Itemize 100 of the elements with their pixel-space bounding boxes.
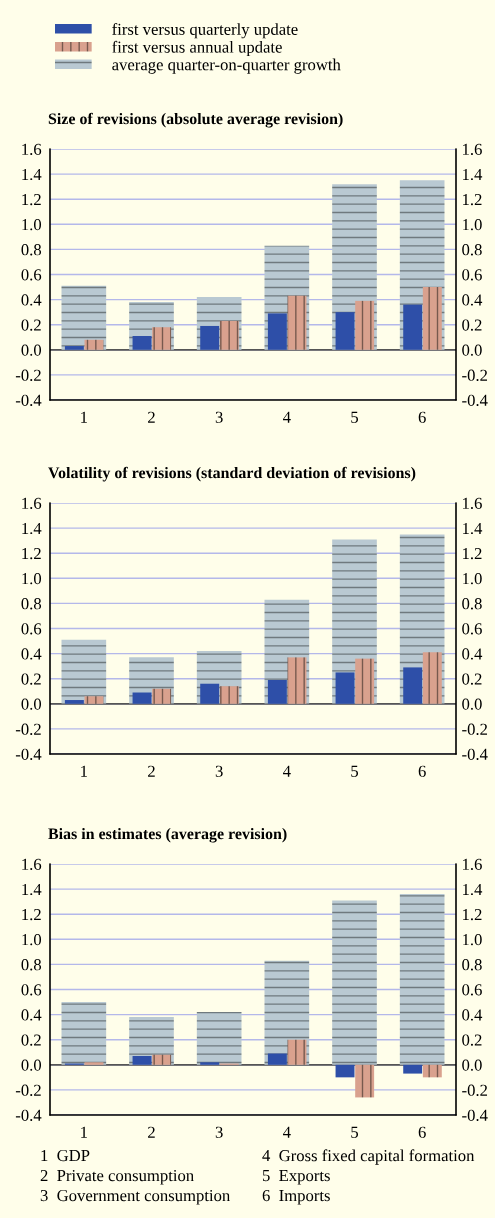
y2-tick-label: 0.4 [462,1009,483,1021]
y-tick-label: 1.6 [22,858,42,871]
x-tick-label: 1 [81,411,87,423]
x-tick-label: 4 [282,765,291,777]
x-tick-label: 1 [81,1126,87,1138]
bar [64,700,84,704]
y-tick-label: 0.4 [21,648,42,660]
y2-tick-label: 0.0 [462,698,482,710]
y-tick-label: 0.8 [21,598,42,610]
bar [287,1039,307,1065]
bar [200,325,220,350]
bar [335,1064,355,1078]
x-tick-label: 3 [215,1126,223,1138]
y2-tick-label: 0.4 [462,294,483,306]
bar [287,657,307,704]
text: 4 Gross fixed capital formation [262,1149,475,1165]
x-tick-label: 6 [418,411,426,423]
bar [267,313,287,350]
y2-tick-label: 0.6 [462,984,482,996]
bar [61,285,107,350]
x-tick-label: 4 [282,411,291,423]
y-tick-label: -0.2 [15,1084,41,1096]
y2-tick-label: -0.4 [462,1109,488,1122]
bar [422,287,442,350]
text: 1 GDP [41,1149,90,1162]
y2-tick-label: 0.8 [462,959,482,971]
y-tick-label: 1.4 [22,168,42,181]
x-tick-label: 3 [215,411,223,423]
bar [335,312,355,350]
y2-tick-label: 1.6 [463,143,482,156]
bar [287,295,307,350]
chart-title: Volatility of revisions (standard deviation of revisions) [48,466,416,482]
bar [219,320,239,350]
y-tick-label: 1.0 [22,219,42,231]
y2-tick-label: -0.4 [462,748,488,761]
y2-tick-label: 1.2 [463,547,482,560]
y-tick-label: -0.2 [15,723,41,735]
text: 3 Government consumption [40,1189,230,1205]
y-tick-label: 0.2 [21,673,41,685]
y2-tick-label: -0.2 [462,1084,488,1096]
bar [403,1064,423,1074]
bar [267,679,287,704]
bar [196,1012,242,1065]
y-tick-label: 0.0 [21,1059,42,1071]
y2-tick-label: 1.2 [463,908,482,921]
bar [200,1062,220,1065]
bar [422,1064,442,1078]
bar [200,683,220,704]
y2-tick-label: 0.8 [462,244,482,256]
chart-title: Bias in estimates (average revision) [48,827,287,843]
bar [355,658,375,704]
bar [84,1062,104,1065]
y-tick-label: 1.2 [22,908,41,921]
legend-label: first versus annual update [112,40,282,57]
y2-tick-label: 0.2 [462,673,482,685]
y-tick-label: -0.2 [15,369,41,381]
y2-tick-label: 1.2 [463,193,482,206]
y-tick-label: 0.0 [21,698,42,710]
chart-title: Size of revisions (absolute average revision) [48,112,343,128]
bar [132,1056,152,1065]
y-tick-label: 1.6 [22,143,42,156]
y-tick-label: 1.0 [22,573,42,585]
bar [152,327,172,350]
y-tick-label: 0.2 [21,1034,41,1046]
y-tick-label: 1.0 [22,934,42,946]
bar [84,339,104,350]
y2-tick-label: 1.0 [463,573,482,585]
y2-tick-label: -0.2 [462,369,488,381]
text: 6 Imports [262,1189,330,1205]
y2-tick-label: 1.6 [463,497,482,510]
bar [403,667,423,704]
bar [84,696,104,704]
bar [61,639,107,704]
x-tick-label: 5 [351,765,359,777]
y2-tick-label: 1.4 [463,168,483,181]
y-tick-label: 1.2 [22,547,41,560]
y-tick-label: 0.6 [21,984,42,996]
text: 2 Private consumption [40,1169,194,1185]
y2-tick-label: -0.2 [462,723,488,735]
y-tick-label: 0.4 [21,1009,42,1021]
y-tick-label: 0.8 [21,244,42,256]
bar [132,692,152,704]
y-tick-label: -0.4 [15,394,42,407]
y2-tick-label: 0.4 [462,648,483,660]
y2-tick-label: 0.0 [462,1059,482,1071]
x-tick-label: 5 [351,1126,359,1138]
bar [355,1064,375,1098]
y2-tick-label: 0.0 [462,344,482,356]
y-tick-label: 1.4 [22,522,42,535]
y-tick-label: 0.6 [21,269,42,281]
y2-tick-label: 0.2 [462,319,482,331]
bar [335,672,355,704]
x-tick-label: 6 [418,1126,426,1138]
y2-tick-label: 0.2 [462,1034,482,1046]
y-tick-label: 0.8 [21,959,42,971]
y-tick-label: 0.0 [21,344,42,356]
x-tick-label: 2 [148,1126,155,1138]
y2-tick-label: 1.6 [463,858,482,871]
y2-tick-label: 0.8 [462,598,482,610]
bar [403,304,423,350]
